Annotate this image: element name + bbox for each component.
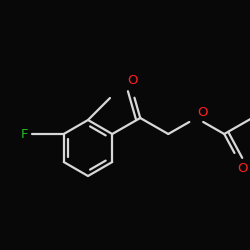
Text: O: O (197, 106, 207, 118)
Text: F: F (21, 128, 28, 140)
Text: O: O (127, 74, 138, 88)
Text: O: O (237, 162, 248, 175)
